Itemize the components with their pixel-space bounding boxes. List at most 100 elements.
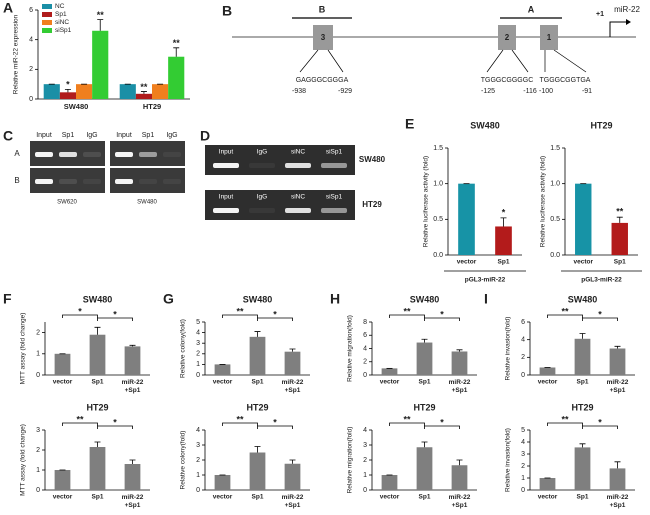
y-axis-label: Relative invasion(fold) <box>505 317 512 381</box>
x-tick-label: miR-22 +Sp1 <box>449 379 471 394</box>
y-tick-label: 4 <box>196 329 200 336</box>
y-tick-label: 1 <box>36 351 40 358</box>
site-start: -938 <box>292 88 306 95</box>
significance-bracket <box>62 314 98 318</box>
significance: ** <box>616 207 624 217</box>
x-tick-label: Sp1 <box>577 494 589 501</box>
gel-column-label: siNC <box>291 149 305 156</box>
y-tick-label: 0 <box>36 487 40 494</box>
error-bar <box>614 461 621 469</box>
bar <box>43 84 60 99</box>
y-tick-label: 2 <box>36 329 40 336</box>
bar <box>381 368 398 375</box>
site-sequence: GAGGGCGGGA <box>296 77 349 84</box>
bar <box>451 351 468 375</box>
gel-column-label: Input <box>219 149 234 156</box>
bar <box>89 447 106 490</box>
gel-caption: SW480 <box>137 200 157 206</box>
error-bar <box>614 345 621 349</box>
y-tick-label: 3 <box>196 442 200 449</box>
x-tick-label: miR-22 +Sp1 <box>607 494 629 509</box>
region-label: A <box>528 4 535 14</box>
significance: * <box>598 309 602 319</box>
significance: * <box>113 309 117 319</box>
error-bar <box>94 326 101 335</box>
gel-caption: SW620 <box>57 200 77 206</box>
significance: ** <box>403 414 411 424</box>
gel-row-label: B <box>14 176 19 185</box>
gel-band <box>115 152 133 157</box>
y-tick-label: 0 <box>196 487 200 494</box>
y-tick-label: 4 <box>521 439 525 446</box>
legend-swatch <box>42 12 52 17</box>
gel-band <box>59 152 77 157</box>
error-bar <box>97 19 104 31</box>
gel-band <box>139 179 157 184</box>
gel-band <box>35 152 53 157</box>
x-tick-label: Sp1 <box>92 379 104 386</box>
bar <box>575 183 592 255</box>
y-tick-label: 1.0 <box>550 181 560 188</box>
significance-bracket <box>424 425 460 429</box>
x-tick-label: vector <box>53 379 73 386</box>
gel-band <box>213 163 239 168</box>
significance: ** <box>561 306 569 316</box>
significance: * <box>598 417 602 427</box>
bar <box>214 475 231 490</box>
y-tick-label: 0 <box>521 487 525 494</box>
significance: * <box>66 80 70 90</box>
bar <box>609 348 626 375</box>
y-tick-label: 2 <box>29 66 33 73</box>
x-tick-label: vector <box>380 379 400 386</box>
chart-title: HT29 <box>246 402 268 412</box>
x-tick-label: vector <box>538 494 558 501</box>
y-tick-label: 6 <box>29 7 33 14</box>
error-bar <box>254 446 261 453</box>
error-bar <box>500 217 507 227</box>
y-tick-label: 0.5 <box>433 216 443 223</box>
y-axis-label: Relative invasion(fold) <box>505 428 512 492</box>
gel-band <box>59 179 77 184</box>
gel-image <box>205 145 355 175</box>
y-tick-label: 0 <box>196 372 200 379</box>
gel-band <box>285 208 311 213</box>
bar <box>451 465 468 490</box>
site-number: 1 <box>547 33 552 42</box>
chart-title: HT29 <box>413 402 435 412</box>
gel-row-label: A <box>14 149 20 158</box>
x-tick-label: miR-22 +Sp1 <box>122 379 144 394</box>
error-bar <box>421 441 428 448</box>
y-axis-label: MTT assay (fold change) <box>20 313 27 385</box>
chart-title: HT29 <box>86 402 108 412</box>
chart-title: SW480 <box>83 294 113 304</box>
y-axis-label: Relative miR-22 expression <box>13 14 20 94</box>
bar <box>249 452 266 490</box>
gel-column-label: IgG <box>257 194 267 201</box>
x-tick-label: HT29 <box>143 102 161 111</box>
error-bar <box>64 88 71 93</box>
chart-title: SW480 <box>410 294 440 304</box>
x-tick-label: SW480 <box>64 102 89 111</box>
y-tick-label: 2 <box>363 359 367 366</box>
significance: ** <box>561 414 569 424</box>
bar <box>124 464 141 490</box>
site-pointer <box>486 49 529 73</box>
x-tick-label: vector <box>213 379 233 386</box>
bar <box>54 470 71 490</box>
significance-bracket <box>582 317 618 321</box>
chart-title: SW480 <box>243 294 273 304</box>
gel-column-label: siSp1 <box>326 149 343 156</box>
y-tick-label: 0.5 <box>550 216 560 223</box>
x-tick-label: Sp1 <box>92 494 104 501</box>
y-tick-label: 2 <box>36 447 40 454</box>
legend-swatch <box>42 4 52 9</box>
gel-band <box>321 208 347 213</box>
y-tick-label: 5 <box>196 319 200 326</box>
bar <box>59 92 76 99</box>
y-axis-label: Relative migration(fold) <box>347 427 354 494</box>
error-bar <box>616 216 623 223</box>
legend-label: NC <box>55 3 65 10</box>
gel-column-label: Input <box>36 132 52 139</box>
error-bar <box>94 441 101 447</box>
significance: ** <box>97 10 105 20</box>
